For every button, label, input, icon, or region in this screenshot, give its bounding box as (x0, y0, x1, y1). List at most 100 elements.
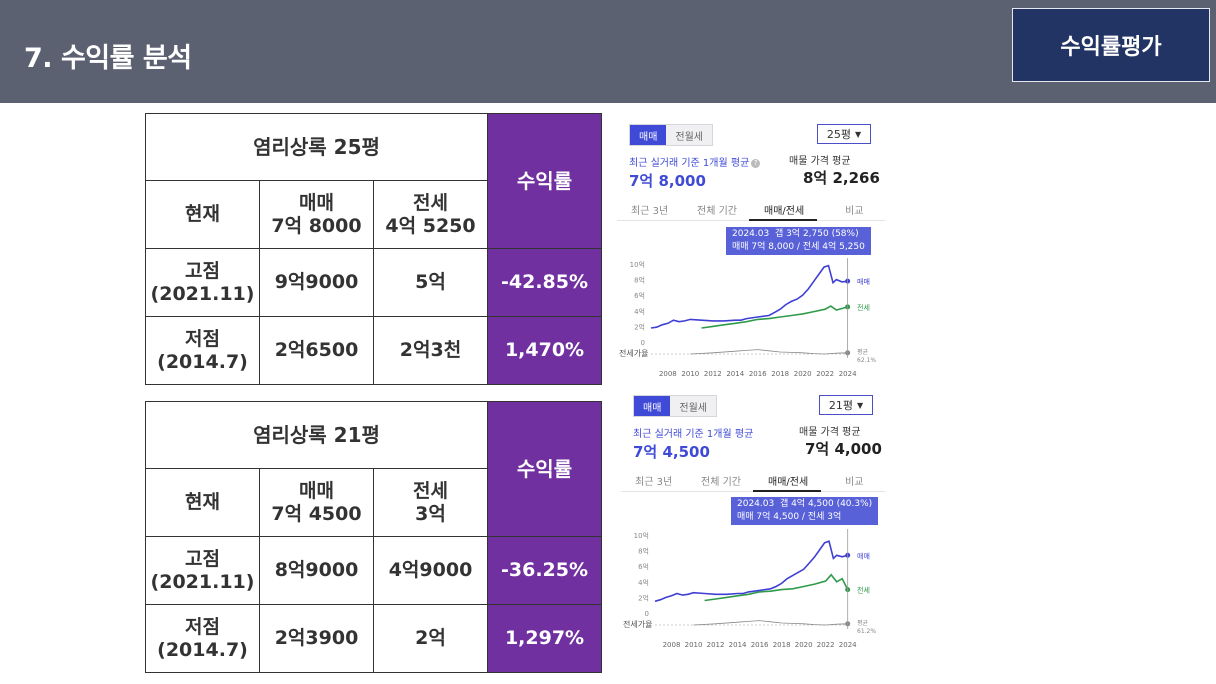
jeonse-price: 2억3천 (372, 316, 489, 385)
series-line-jeonse (704, 573, 849, 602)
tab-underline (753, 490, 821, 492)
size-select-value: 21평 (828, 399, 853, 412)
avg-label: 평균 (857, 348, 869, 356)
avg-label: 최근 실거래 기준 1개월 평균 (629, 158, 750, 169)
trade-type-toggle: 매매 전월세 (629, 124, 714, 146)
jeonse-price: 5억 (372, 248, 489, 317)
x-tick-label: 2018 (773, 641, 791, 649)
size-select-value: 25평 (826, 128, 851, 141)
yield-header: 수익률 (487, 401, 603, 537)
yield-evaluation-badge: 수익률평가 (1012, 8, 1210, 82)
ratio-label: 전세가율 (619, 348, 648, 358)
row-label: 고점 (2021.11) (145, 536, 260, 605)
y-tick-label: 10억 (634, 532, 649, 540)
table-title: 염리상록 25평 (144, 113, 489, 181)
sale-end-label: 매매 (857, 552, 870, 560)
sale-price: 8억9000 (259, 536, 374, 605)
tab-sale-jeonse[interactable]: 매매/전세 (768, 477, 809, 488)
tooltip-prices: 매매 7억 4,500 / 전세 3억 (737, 512, 842, 522)
x-tick-label: 2020 (795, 641, 813, 649)
row-label: 저점 (2014.7) (145, 316, 260, 385)
tab-recent-3y[interactable]: 최근 3년 (631, 206, 669, 217)
tooltip-gap: 2024.03 갭 4억 4,500 (40.3%) (737, 499, 873, 509)
page-title: 7. 수익률 분석 (24, 43, 192, 74)
table-title: 염리상록 21평 (144, 401, 489, 469)
jeonse-price: 2억 (372, 604, 489, 673)
x-tick-label: 2008 (659, 370, 677, 378)
y-tick-label: 0 (641, 339, 645, 347)
x-tick-label: 2018 (771, 370, 789, 378)
tab-rent[interactable]: 전월세 (670, 396, 717, 416)
y-tick-label: 8억 (634, 277, 645, 285)
x-tick-label: 2014 (729, 641, 747, 649)
series-line-sale (650, 264, 848, 329)
sale-price: 매매 7억 4500 (259, 468, 374, 537)
chart-tooltip: 2024.03 갭 4억 4,500 (40.3%) 매매 7억 4,500 /… (731, 497, 879, 525)
tab-all-period[interactable]: 전체 기간 (701, 477, 741, 488)
yield-value: 1,297% (487, 604, 603, 673)
chevron-down-icon: ▼ (856, 400, 864, 410)
sale-price: 2억6500 (259, 316, 374, 385)
sale-end-label: 매매 (857, 278, 870, 286)
tooltip-gap: 2024.03 갭 3억 2,750 (58%) (732, 229, 859, 239)
jeonse-price: 전세 4억 5250 (372, 180, 489, 249)
tab-underline (749, 219, 817, 221)
series-line-ratio (693, 620, 848, 626)
jeonse-price: 4억9000 (372, 536, 489, 605)
y-tick-label: 2억 (634, 323, 645, 331)
x-tick-label: 2024 (839, 641, 857, 649)
series-line-sale (654, 540, 848, 603)
chevron-down-icon: ▼ (854, 129, 862, 139)
size-select[interactable]: 25평 ▼ (817, 124, 871, 144)
x-tick-label: 2010 (685, 641, 703, 649)
row-label: 고점 (2021.11) (145, 248, 260, 317)
avg-percent: 61.2% (857, 628, 876, 635)
ask-value: 7억 4,000 (805, 440, 882, 458)
ask-label: 매물 가격 평균 (789, 156, 851, 167)
x-tick-label: 2010 (681, 370, 699, 378)
tab-compare[interactable]: 비교 (845, 477, 864, 488)
x-tick-label: 2008 (663, 641, 681, 649)
x-tick-label: 2016 (749, 370, 767, 378)
tab-compare[interactable]: 비교 (845, 206, 864, 217)
series-line-ratio (690, 349, 848, 355)
yield-table-21: 염리상록 21평 수익률 현재 매매 7억 4500 전세 3억 고점 (202… (144, 401, 603, 673)
row-label: 현재 (145, 468, 260, 537)
tab-rent[interactable]: 전월세 (666, 125, 713, 145)
y-tick-label: 6억 (638, 563, 649, 571)
tab-sale[interactable]: 매매 (630, 125, 667, 145)
y-tick-label: 2억 (638, 594, 649, 602)
tooltip-prices: 매매 7억 8,000 / 전세 4억 5,250 (732, 242, 865, 252)
x-tick-label: 2022 (816, 370, 834, 378)
avg-label: 평균 (857, 619, 869, 627)
size-select[interactable]: 21평 ▼ (819, 395, 873, 415)
yield-value: -42.85% (487, 248, 603, 317)
row-label: 저점 (2014.7) (145, 604, 260, 673)
x-tick-label: 2012 (707, 641, 725, 649)
y-tick-label: 8억 (638, 548, 649, 556)
ask-value: 8억 2,266 (803, 169, 880, 187)
y-tick-label: 4억 (634, 308, 645, 316)
trade-type-toggle: 매매 전월세 (633, 395, 718, 417)
x-tick-label: 2022 (817, 641, 835, 649)
sale-price: 2억3900 (259, 604, 374, 673)
ratio-label: 전세가율 (623, 619, 652, 629)
tab-all-period[interactable]: 전체 기간 (697, 206, 737, 217)
tab-sale-jeonse[interactable]: 매매/전세 (764, 206, 805, 217)
tab-recent-3y[interactable]: 최근 3년 (635, 477, 673, 488)
series-line-jeonse (701, 305, 848, 329)
x-tick-label: 2014 (726, 370, 744, 378)
x-tick-label: 2016 (751, 641, 769, 649)
y-tick-label: 10억 (630, 261, 645, 269)
avg-label: 최근 실거래 기준 1개월 평균 (633, 429, 754, 440)
tab-sale[interactable]: 매매 (634, 396, 671, 416)
yield-value: 1,470% (487, 316, 603, 385)
period-tabs: 최근 3년 전체 기간 매매/전세 비교 (621, 469, 885, 492)
jeonse-end-label: 전세 (857, 303, 870, 312)
info-icon[interactable]: ? (751, 158, 761, 168)
yield-header: 수익률 (487, 113, 603, 249)
sale-price: 9억9000 (259, 248, 374, 317)
price-panel-25: 매매 전월세 25평 ▼ 최근 실거래 기준 1개월 평균? 7억 8,000 매… (617, 118, 885, 380)
